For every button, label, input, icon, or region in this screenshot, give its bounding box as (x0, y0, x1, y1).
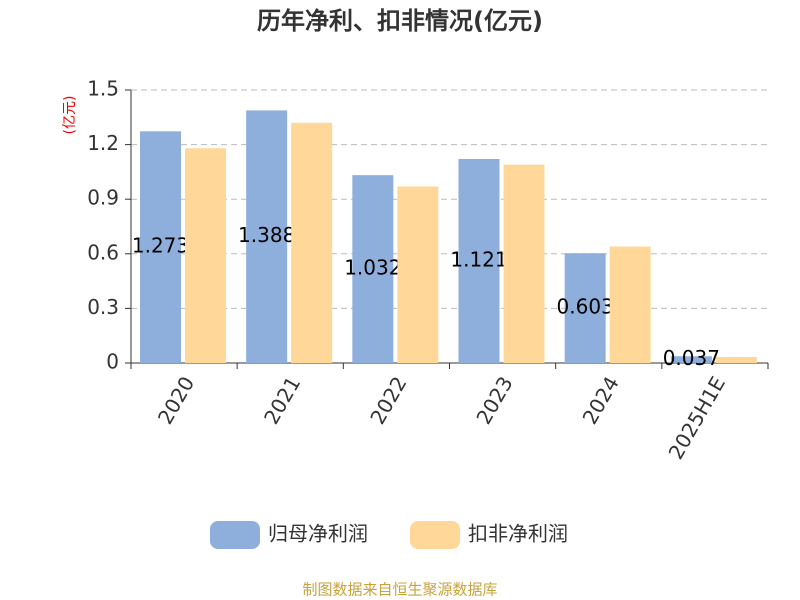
x-tick-label: 2021 (259, 372, 305, 428)
y-tick-label: 0 (106, 350, 119, 374)
y-tick-label: 0.3 (87, 295, 119, 319)
value-label: 1.273 (132, 234, 189, 258)
x-tick-label: 2022 (365, 372, 411, 428)
value-label: 1.388 (238, 223, 295, 247)
bar (397, 186, 439, 363)
bar (503, 164, 545, 363)
bar (715, 356, 757, 363)
x-tick-label: 2024 (578, 372, 624, 428)
legend-label: 归母净利润 (268, 522, 368, 546)
y-tick-label: 1.2 (87, 131, 119, 155)
y-axis-label: (亿元) (62, 96, 78, 135)
bar (140, 131, 181, 363)
legend-label: 扣非净利润 (468, 522, 568, 546)
y-tick-label: 0.9 (87, 186, 119, 210)
value-label: 0.603 (557, 295, 614, 319)
bar (564, 253, 606, 363)
bar (609, 246, 651, 363)
x-tick-label: 2020 (153, 372, 199, 428)
chart-title: 历年净利、扣非情况(亿元) (257, 7, 543, 35)
bar (352, 175, 394, 363)
bar (291, 122, 333, 363)
value-label: 1.032 (344, 256, 401, 280)
bar (458, 158, 500, 363)
footer: 制图数据来自恒生聚源数据库 (302, 581, 497, 599)
y-tick-label: 1.5 (87, 77, 119, 101)
x-tick-label: 2025H1E (664, 372, 730, 463)
bar (670, 356, 712, 363)
value-label: 1.121 (450, 247, 507, 271)
legend-swatch (210, 521, 260, 549)
y-tick-label: 0.6 (87, 240, 119, 264)
legend-swatch (410, 521, 460, 549)
x-tick-label: 2023 (471, 372, 517, 428)
bar (185, 148, 226, 363)
value-label: 0.037 (663, 346, 720, 370)
bar (246, 110, 288, 363)
